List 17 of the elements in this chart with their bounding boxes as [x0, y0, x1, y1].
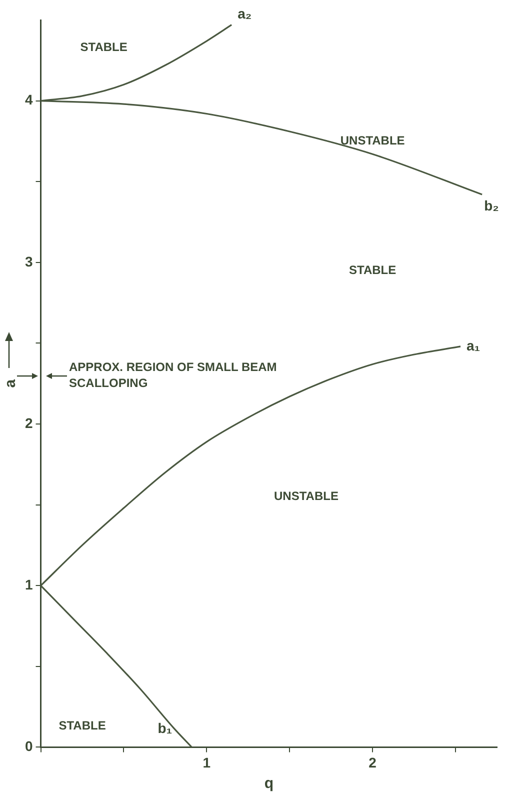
- series-label: b₂: [484, 197, 499, 214]
- annotation: UNSTABLE: [340, 134, 405, 148]
- y-tick-label: 4: [24, 92, 33, 108]
- annotation: UNSTABLE: [274, 489, 338, 504]
- annotation: APPROX. REGION OF SMALL BEAM SCALLOPING: [68, 360, 277, 390]
- series-label: a₂: [238, 6, 252, 22]
- y-tick-label: 3: [24, 253, 33, 270]
- x-axis-title: q: [264, 775, 274, 792]
- annotation: STABLE: [349, 262, 396, 277]
- y-tick-label: 2: [24, 414, 33, 431]
- y-axis-title: a: [2, 378, 20, 388]
- series-label: b₁: [158, 720, 172, 736]
- y-tick-label: 1: [24, 576, 33, 592]
- y-tick-label: 0: [24, 738, 33, 754]
- annotation: STABLE: [80, 40, 128, 54]
- annotation: STABLE: [58, 718, 106, 733]
- series-label: a₁: [466, 337, 480, 354]
